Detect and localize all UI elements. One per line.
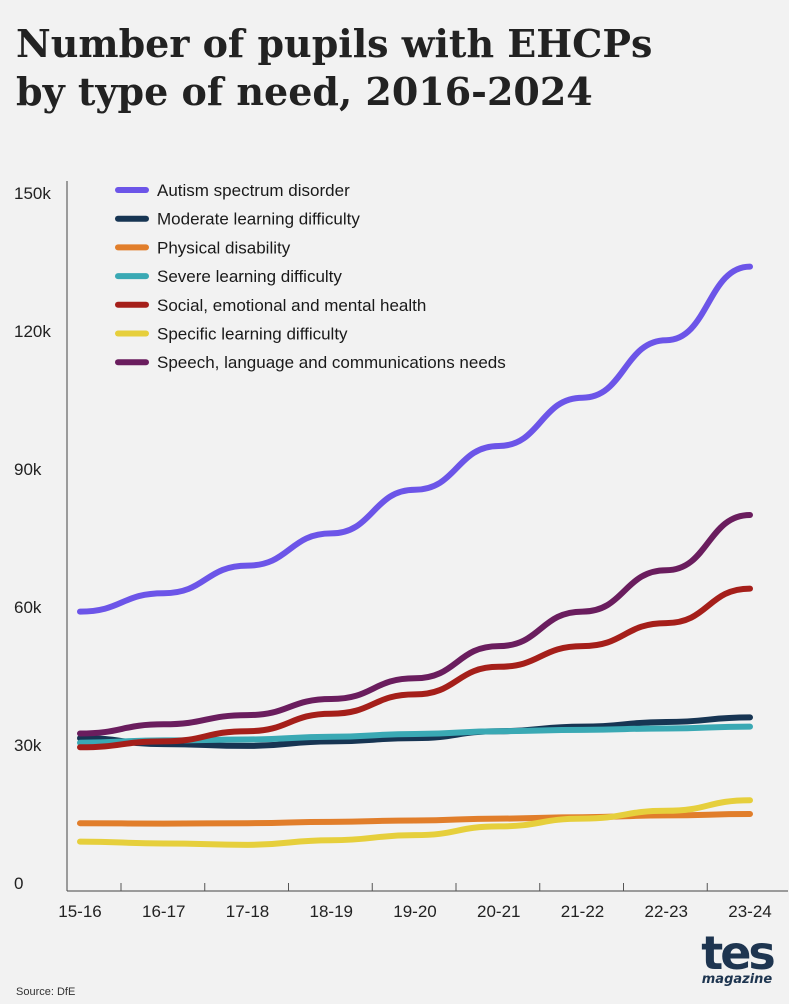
data-point-specific-learning-difficulty	[79, 841, 81, 843]
data-point-severe-learning-difficulty	[498, 730, 500, 732]
data-point-specific-learning-difficulty	[414, 834, 416, 836]
data-point-moderate-learning-difficulty	[749, 716, 751, 718]
data-point-autism-spectrum-disorder	[749, 266, 751, 268]
x-tick-label: 19-20	[393, 902, 436, 921]
series-line-autism-spectrum-disorder	[77, 263, 753, 615]
data-point-social-emotional-and-mental-health	[749, 588, 751, 590]
data-point-specific-learning-difficulty	[749, 799, 751, 801]
data-point-speech-language-and-communications-needs	[247, 714, 248, 716]
source-note: Source: DfE	[16, 986, 76, 998]
x-tick-label: 22-23	[645, 902, 688, 921]
data-point-speech-language-and-communications-needs	[582, 611, 583, 613]
data-point-autism-spectrum-disorder	[330, 532, 332, 534]
data-point-social-emotional-and-mental-health	[582, 645, 583, 647]
chart-title-line-2: by type of need, 2016-2024	[16, 69, 593, 114]
data-point-specific-learning-difficulty	[330, 839, 332, 841]
legend-label-moderate-learning-difficulty: Moderate learning difficulty	[157, 210, 360, 229]
legend-label-specific-learning-difficulty: Specific learning difficulty	[157, 325, 348, 344]
data-point-physical-disability	[665, 814, 667, 816]
data-point-physical-disability	[79, 822, 81, 824]
y-tick-label: 60k	[14, 598, 42, 617]
data-point-severe-learning-difficulty	[414, 733, 416, 735]
data-point-physical-disability	[498, 818, 500, 820]
data-point-autism-spectrum-disorder	[582, 397, 583, 399]
data-point-specific-learning-difficulty	[163, 842, 165, 844]
brand-logo-sub: magazine	[701, 972, 773, 987]
data-point-severe-learning-difficulty	[665, 727, 667, 729]
data-point-specific-learning-difficulty	[498, 825, 500, 827]
x-tick-label: 18-19	[310, 902, 353, 921]
data-point-physical-disability	[330, 821, 332, 823]
data-point-severe-learning-difficulty	[582, 729, 583, 731]
data-point-moderate-learning-difficulty	[247, 745, 248, 747]
data-point-speech-language-and-communications-needs	[749, 514, 751, 516]
x-tick-label: 17-18	[226, 902, 269, 921]
x-tick-label: 23-24	[728, 902, 771, 921]
y-tick-label: 150k	[14, 184, 51, 203]
data-point-autism-spectrum-disorder	[498, 445, 500, 447]
data-point-physical-disability	[247, 822, 248, 824]
y-tick-label: 30k	[14, 736, 42, 755]
data-point-autism-spectrum-disorder	[79, 611, 81, 613]
legend-label-autism-spectrum-disorder: Autism spectrum disorder	[157, 181, 350, 200]
data-point-social-emotional-and-mental-health	[665, 622, 667, 624]
series-line-speech-language-and-communications-needs	[77, 512, 753, 737]
data-point-physical-disability	[749, 813, 751, 815]
data-point-speech-language-and-communications-needs	[414, 677, 416, 679]
legend-label-speech-language-and-communications-needs: Speech, language and communications need…	[157, 353, 506, 372]
data-point-moderate-learning-difficulty	[665, 721, 667, 723]
data-point-social-emotional-and-mental-health	[498, 666, 500, 668]
data-point-social-emotional-and-mental-health	[414, 693, 416, 695]
data-point-speech-language-and-communications-needs	[163, 723, 165, 725]
data-point-severe-learning-difficulty	[79, 742, 81, 744]
legend-label-social-emotional-and-mental-health: Social, emotional and mental health	[157, 296, 426, 315]
chart-title: Number of pupils with EHCPs by type of n…	[16, 20, 756, 116]
data-point-specific-learning-difficulty	[247, 844, 248, 846]
data-point-severe-learning-difficulty	[247, 738, 248, 740]
y-tick-label: 120k	[14, 322, 51, 341]
data-point-speech-language-and-communications-needs	[330, 698, 332, 700]
y-tick-label: 90k	[14, 460, 42, 479]
x-tick-label: 15-16	[58, 902, 101, 921]
x-tick-label: 20-21	[477, 902, 520, 921]
y-tick-label: 0	[14, 874, 23, 893]
data-point-moderate-learning-difficulty	[330, 740, 332, 742]
data-point-moderate-learning-difficulty	[79, 737, 81, 739]
brand-logo: tes magazine	[692, 930, 782, 987]
data-point-autism-spectrum-disorder	[665, 339, 667, 341]
chart-title-line-1: Number of pupils with EHCPs	[16, 21, 653, 66]
data-point-severe-learning-difficulty	[749, 726, 751, 728]
data-point-autism-spectrum-disorder	[414, 489, 416, 491]
legend-label-severe-learning-difficulty: Severe learning difficulty	[157, 267, 342, 286]
data-point-autism-spectrum-disorder	[163, 592, 165, 594]
brand-logo-word: tes	[701, 926, 776, 980]
series-line-physical-disability	[77, 811, 753, 827]
data-point-social-emotional-and-mental-health	[79, 746, 81, 748]
data-point-specific-learning-difficulty	[665, 810, 667, 812]
data-point-physical-disability	[163, 823, 165, 825]
data-point-physical-disability	[414, 819, 416, 821]
data-point-speech-language-and-communications-needs	[79, 733, 81, 734]
data-point-social-emotional-and-mental-health	[163, 740, 165, 742]
legend-label-physical-disability: Physical disability	[157, 238, 291, 257]
data-point-social-emotional-and-mental-health	[330, 713, 332, 715]
data-point-severe-learning-difficulty	[330, 736, 332, 738]
data-point-moderate-learning-difficulty	[414, 737, 416, 739]
x-tick-label: 16-17	[142, 902, 185, 921]
x-tick-label: 21-22	[561, 902, 604, 921]
data-point-autism-spectrum-disorder	[247, 565, 248, 567]
data-point-specific-learning-difficulty	[582, 818, 583, 820]
data-point-speech-language-and-communications-needs	[665, 569, 667, 571]
data-point-speech-language-and-communications-needs	[498, 645, 500, 647]
data-point-social-emotional-and-mental-health	[247, 730, 248, 732]
